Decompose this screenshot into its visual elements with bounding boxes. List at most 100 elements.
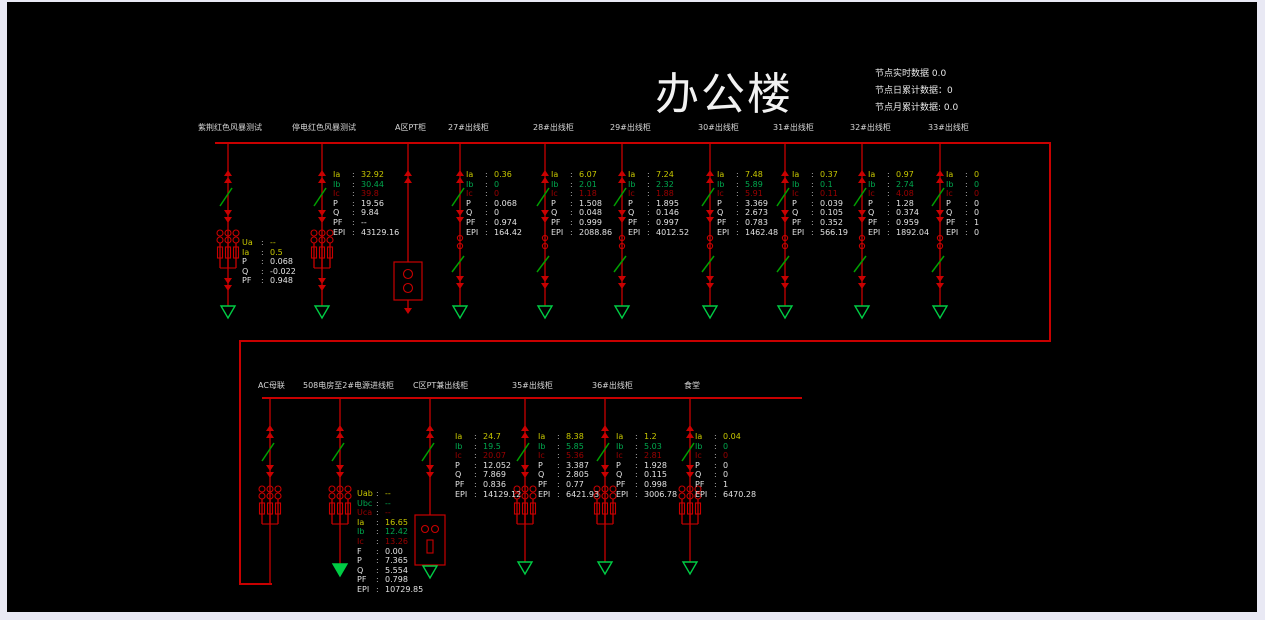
colon: : <box>736 198 739 208</box>
measurement-label: Ia <box>616 432 624 441</box>
colon: : <box>376 546 379 556</box>
measurement-value: 12.42 <box>385 527 408 537</box>
measurement-value: 5.89 <box>745 179 763 189</box>
measurement-value: 4.08 <box>896 189 914 199</box>
colon: : <box>570 198 573 208</box>
measurement-value: 0 <box>494 189 500 199</box>
measurement-value: -0.022 <box>270 266 296 276</box>
measurement-value: 1.18 <box>579 189 597 199</box>
feeder-label-top-2: A区PT柜 <box>395 123 427 132</box>
measurement-row: Ib:30.44 <box>333 180 399 190</box>
measurement-panel: Ia:6.07 Ib:2.01 Ic:1.18 P:1.508 Q:0.048 PF:0.… <box>551 170 612 237</box>
measurement-label: Ia <box>717 170 725 179</box>
feeder-symbol-top-7[interactable] <box>763 142 807 324</box>
measurement-value: 5.03 <box>644 441 662 451</box>
colon: : <box>647 208 650 218</box>
measurement-label: Ic <box>695 451 702 461</box>
measurement-label: Ic <box>616 451 623 461</box>
measurement-value: 0 <box>974 227 980 237</box>
feeder-symbol-top-3[interactable] <box>438 142 482 324</box>
measurement-row: Ia:16.65 <box>357 518 423 528</box>
measurement-value: 1.508 <box>579 198 602 208</box>
feeder-symbol-top-2[interactable] <box>386 142 430 320</box>
measurement-value: 566.19 <box>820 227 848 237</box>
measurement-value: 0 <box>974 189 980 199</box>
measurement-value: 39.8 <box>361 189 379 199</box>
measurement-value: 0.374 <box>896 208 919 218</box>
measurement-label: P <box>695 460 700 470</box>
measurement-row: P:1.895 <box>628 199 689 209</box>
measurement-label: Q <box>333 208 340 218</box>
colon: : <box>376 575 379 585</box>
measurement-value: -- <box>385 498 391 508</box>
measurement-value: 0.999 <box>579 217 602 227</box>
measurement-row: Q:2.805 <box>538 470 599 480</box>
measurement-row: Ic:1.18 <box>551 189 612 199</box>
feeder-label-top-9: 33#出线柜 <box>928 123 969 132</box>
measurement-panel: Ia:0.37 Ib:0.1 Ic:0.11 P:0.039 Q:0.105 PF:0.3… <box>792 170 848 237</box>
feeder-symbol-bottom-1[interactable] <box>318 397 362 582</box>
measurement-label: Ic <box>868 189 875 199</box>
colon: : <box>485 208 488 218</box>
colon: : <box>352 227 355 237</box>
measurement-label: P <box>616 460 621 470</box>
colon: : <box>635 479 638 489</box>
measurement-label: PF <box>455 479 465 489</box>
measurement-row: Q:0 <box>946 208 979 218</box>
colon: : <box>261 257 264 267</box>
measurement-row: Ic:1.88 <box>628 189 689 199</box>
colon: : <box>965 189 968 199</box>
feeder-symbol-bottom-0[interactable] <box>248 397 292 589</box>
feeder-symbol-bottom-4[interactable] <box>583 397 627 580</box>
feeder-symbol-top-8[interactable] <box>840 142 884 324</box>
feeder-symbol-top-6[interactable] <box>688 142 732 324</box>
measurement-label: Ia <box>466 170 474 179</box>
feeder-symbol-top-0[interactable] <box>206 142 250 324</box>
feeder-symbol-bottom-5[interactable] <box>668 397 712 580</box>
measurement-value: 0.798 <box>385 575 408 585</box>
measurement-row: Ic:2.81 <box>616 451 677 461</box>
measurement-row: Ib:0 <box>946 180 979 190</box>
feeder-symbol-top-4[interactable] <box>523 142 567 324</box>
measurement-value: 0.1 <box>820 179 833 189</box>
colon: : <box>635 470 638 480</box>
measurement-row: PF:0.998 <box>616 480 677 490</box>
measurement-value: 5.91 <box>745 189 763 199</box>
feeder-symbol-bottom-3[interactable] <box>503 397 547 580</box>
feeder-symbol-top-9[interactable] <box>918 142 962 324</box>
measurement-label: Ib <box>538 441 546 451</box>
colon: : <box>887 208 890 218</box>
measurement-label: Ic <box>551 189 558 199</box>
measurement-panel: Ia:24.7 Ib:19.5 Ic:20.07 P:12.052 Q:7.869 PF:… <box>455 432 521 499</box>
feeder-symbol-top-5[interactable] <box>600 142 644 324</box>
measurement-label: PF <box>628 217 638 227</box>
measurement-label: P <box>868 198 873 208</box>
colon: : <box>485 198 488 208</box>
colon: : <box>570 217 573 227</box>
measurement-row: EPI:164.42 <box>466 228 522 238</box>
colon: : <box>965 217 968 227</box>
measurement-row: EPI:6470.28 <box>695 490 756 500</box>
measurement-value: 0 <box>723 451 729 461</box>
colon: : <box>811 189 814 199</box>
measurement-value: 30.44 <box>361 179 384 189</box>
measurement-value: 0 <box>974 179 980 189</box>
measurement-label: Ia <box>628 170 636 179</box>
colon: : <box>736 179 739 189</box>
measurement-label: Uab <box>357 489 373 498</box>
feeder-symbol-top-1[interactable] <box>300 142 344 324</box>
measurement-value: 0.974 <box>494 217 517 227</box>
window-frame-left <box>0 0 7 620</box>
measurement-row: Ia:7.24 <box>628 170 689 180</box>
feeder-symbol-bottom-2[interactable] <box>408 397 452 584</box>
measurement-label: Q <box>616 470 623 480</box>
measurement-value: 1.28 <box>896 198 914 208</box>
feeder-label-bottom-5: 食堂 <box>684 381 700 390</box>
colon: : <box>887 170 890 179</box>
measurement-panel: Ia:0.97 Ib:2.74 Ic:4.08 P:1.28 Q:0.374 PF:0.9… <box>868 170 929 237</box>
measurement-value: 0.068 <box>494 198 517 208</box>
feeder-label-top-1: 停电红色风暴测试 <box>292 123 356 132</box>
colon: : <box>811 208 814 218</box>
measurement-panel: Ia:7.24 Ib:2.32 Ic:1.88 P:1.895 Q:0.146 PF:0.… <box>628 170 689 237</box>
feeder-label-top-7: 31#出线柜 <box>773 123 814 132</box>
